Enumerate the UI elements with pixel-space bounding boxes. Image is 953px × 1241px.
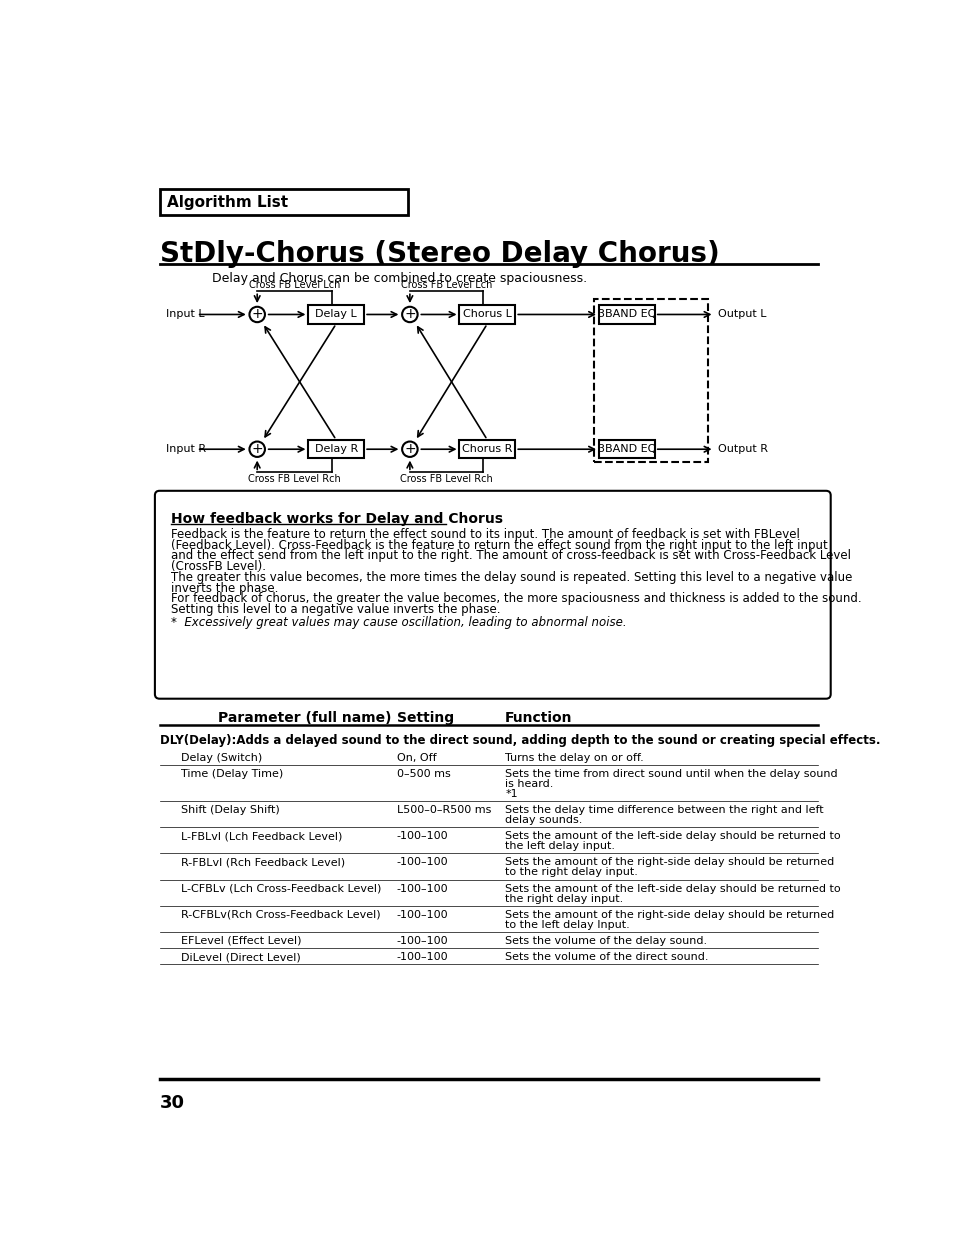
Text: *  Excessively great values may cause oscillation, leading to abnormal noise.: * Excessively great values may cause osc…	[171, 617, 626, 629]
Text: Delay L: Delay L	[315, 309, 356, 319]
Text: 30: 30	[159, 1095, 184, 1112]
Text: Sets the volume of the delay sound.: Sets the volume of the delay sound.	[505, 936, 706, 946]
Text: Delay and Chorus can be combined to create spaciousness.: Delay and Chorus can be combined to crea…	[212, 272, 587, 285]
Text: L-FBLvl (Lch Feedback Level): L-FBLvl (Lch Feedback Level)	[181, 831, 342, 841]
FancyBboxPatch shape	[459, 305, 515, 324]
Text: On, Off: On, Off	[396, 752, 436, 763]
Circle shape	[249, 442, 265, 457]
Text: Setting: Setting	[396, 711, 454, 725]
Text: Sets the amount of the left-side delay should be returned to: Sets the amount of the left-side delay s…	[505, 884, 840, 894]
Text: Sets the amount of the right-side delay should be returned: Sets the amount of the right-side delay …	[505, 858, 834, 867]
Text: Parameter (full name): Parameter (full name)	[217, 711, 391, 725]
FancyBboxPatch shape	[154, 490, 830, 699]
Text: StDly-Chorus (Stereo Delay Chorus): StDly-Chorus (Stereo Delay Chorus)	[159, 240, 719, 268]
Text: Turns the delay on or off.: Turns the delay on or off.	[505, 752, 643, 763]
Text: +: +	[404, 308, 416, 321]
Text: to the right delay input.: to the right delay input.	[505, 867, 638, 877]
Text: 3BAND EQ: 3BAND EQ	[598, 444, 656, 454]
Text: -100–100: -100–100	[396, 936, 448, 946]
Text: and the effect send from the left input to the right. The amount of cross-feedba: and the effect send from the left input …	[171, 550, 850, 562]
FancyBboxPatch shape	[459, 441, 515, 458]
Text: DiLevel (Direct Level): DiLevel (Direct Level)	[181, 952, 301, 962]
FancyBboxPatch shape	[598, 441, 654, 458]
FancyBboxPatch shape	[308, 305, 364, 324]
Text: How feedback works for Delay and Chorus: How feedback works for Delay and Chorus	[171, 513, 502, 526]
Text: 0–500 ms: 0–500 ms	[396, 768, 450, 779]
Text: -100–100: -100–100	[396, 952, 448, 962]
Text: Delay (Switch): Delay (Switch)	[181, 752, 262, 763]
Text: Input R: Input R	[166, 444, 206, 454]
Text: The greater this value becomes, the more times the delay sound is repeated. Sett: The greater this value becomes, the more…	[171, 571, 852, 583]
Text: Delay R: Delay R	[314, 444, 357, 454]
Text: Sets the amount of the right-side delay should be returned: Sets the amount of the right-side delay …	[505, 910, 834, 920]
Text: -100–100: -100–100	[396, 831, 448, 841]
FancyBboxPatch shape	[308, 441, 364, 458]
Text: R-FBLvl (Rch Feedback Level): R-FBLvl (Rch Feedback Level)	[181, 858, 345, 867]
Text: -100–100: -100–100	[396, 884, 448, 894]
Text: is heard.: is heard.	[505, 779, 553, 789]
Circle shape	[249, 307, 265, 323]
Text: Sets the volume of the direct sound.: Sets the volume of the direct sound.	[505, 952, 708, 962]
Text: +: +	[252, 308, 263, 321]
Text: Cross FB Level Lch: Cross FB Level Lch	[249, 279, 340, 290]
Text: Output L: Output L	[717, 309, 765, 319]
FancyBboxPatch shape	[159, 189, 407, 215]
Circle shape	[402, 442, 417, 457]
Text: For feedback of chorus, the greater the value becomes, the more spaciousness and: For feedback of chorus, the greater the …	[171, 592, 861, 606]
Text: Chorus L: Chorus L	[462, 309, 511, 319]
Text: L-CFBLv (Lch Cross-Feedback Level): L-CFBLv (Lch Cross-Feedback Level)	[181, 884, 381, 894]
Text: Cross FB Level Rch: Cross FB Level Rch	[248, 474, 341, 484]
Text: inverts the phase.: inverts the phase.	[171, 582, 278, 594]
Text: Sets the delay time difference between the right and left: Sets the delay time difference between t…	[505, 805, 823, 815]
Text: *1: *1	[505, 789, 517, 799]
Text: Chorus R: Chorus R	[461, 444, 512, 454]
Text: Input L: Input L	[166, 309, 204, 319]
Text: (Feedback Level). Cross-Feedback is the feature to return the effect sound from : (Feedback Level). Cross-Feedback is the …	[171, 539, 827, 551]
Text: Function: Function	[505, 711, 572, 725]
Text: Feedback is the feature to return the effect sound to its input. The amount of f: Feedback is the feature to return the ef…	[171, 527, 800, 541]
Text: R-CFBLv(Rch Cross-Feedback Level): R-CFBLv(Rch Cross-Feedback Level)	[181, 910, 380, 920]
Text: Setting this level to a negative value inverts the phase.: Setting this level to a negative value i…	[171, 603, 500, 617]
Text: Time (Delay Time): Time (Delay Time)	[181, 768, 283, 779]
Text: (CrossFB Level).: (CrossFB Level).	[171, 560, 266, 573]
Text: -100–100: -100–100	[396, 858, 448, 867]
Text: +: +	[404, 442, 416, 457]
Text: Shift (Delay Shift): Shift (Delay Shift)	[181, 805, 280, 815]
Text: Sets the time from direct sound until when the delay sound: Sets the time from direct sound until wh…	[505, 768, 837, 779]
Text: EFLevel (Effect Level): EFLevel (Effect Level)	[181, 936, 301, 946]
Text: +: +	[252, 442, 263, 457]
Text: delay sounds.: delay sounds.	[505, 815, 582, 825]
Text: Algorithm List: Algorithm List	[167, 195, 288, 210]
Circle shape	[402, 307, 417, 323]
Text: the left delay input.: the left delay input.	[505, 841, 615, 851]
Text: Cross FB Level Lch: Cross FB Level Lch	[400, 279, 492, 290]
Text: to the left delay Input.: to the left delay Input.	[505, 920, 629, 930]
Text: 3BAND EQ: 3BAND EQ	[598, 309, 656, 319]
Text: -100–100: -100–100	[396, 910, 448, 920]
Text: the right delay input.: the right delay input.	[505, 894, 623, 903]
Text: DLY(Delay):Adds a delayed sound to the direct sound, adding depth to the sound o: DLY(Delay):Adds a delayed sound to the d…	[159, 735, 879, 747]
Text: Output R: Output R	[717, 444, 767, 454]
Text: L500–0–R500 ms: L500–0–R500 ms	[396, 805, 491, 815]
Text: Sets the amount of the left-side delay should be returned to: Sets the amount of the left-side delay s…	[505, 831, 840, 841]
Text: Cross FB Level Rch: Cross FB Level Rch	[400, 474, 493, 484]
FancyBboxPatch shape	[598, 305, 654, 324]
